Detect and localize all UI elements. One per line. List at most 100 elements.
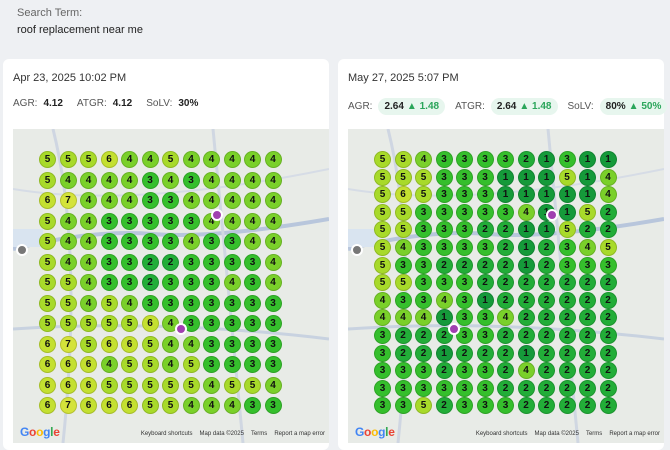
grid-rank-point[interactable]: 6 [80,376,97,394]
grid-rank-point[interactable]: 3 [162,192,179,209]
grid-rank-point[interactable]: 3 [182,171,200,189]
grid-rank-point[interactable]: 4 [264,376,282,394]
grid-rank-point[interactable]: 3 [121,233,138,250]
grid-rank-point[interactable]: 4 [394,309,412,327]
grid-rank-point[interactable]: 3 [456,309,473,327]
business-location-pin[interactable] [211,209,223,221]
grid-rank-point[interactable]: 3 [223,233,241,250]
grid-rank-point[interactable]: 4 [100,171,118,189]
grid-rank-point[interactable]: 4 [264,253,282,271]
grid-rank-point[interactable]: 4 [182,335,200,353]
grid-rank-point[interactable]: 2 [497,362,514,380]
grid-rank-point[interactable]: 3 [264,335,282,353]
grid-rank-point[interactable]: 4 [264,274,282,291]
grid-rank-point[interactable]: 4 [80,192,97,209]
grid-rank-point[interactable]: 4 [59,233,77,250]
grid-rank-point[interactable]: 2 [415,344,432,362]
grid-rank-point[interactable]: 1 [538,168,555,186]
grid-rank-point[interactable]: 1 [497,186,514,204]
grid-rank-point[interactable]: 2 [579,397,596,415]
grid-rank-point[interactable]: 2 [538,362,555,380]
grid-rank-point[interactable]: 1 [538,186,555,204]
grid-rank-point[interactable]: 2 [579,344,596,362]
grid-rank-point[interactable]: 2 [497,256,514,274]
grid-rank-point[interactable]: 3 [244,274,261,291]
grid-rank-point[interactable]: 1 [476,291,494,309]
grid-rank-point[interactable]: 3 [456,151,473,168]
grid-rank-point[interactable]: 3 [476,168,494,186]
grid-rank-point[interactable]: 3 [456,379,473,397]
grid-rank-point[interactable]: 5 [121,315,138,332]
grid-rank-point[interactable]: 5 [141,356,159,373]
grid-rank-point[interactable]: 5 [39,315,56,332]
grid-rank-point[interactable]: 5 [59,294,77,312]
grid-rank-point[interactable]: 1 [558,186,576,204]
grid-rank-point[interactable]: 1 [517,168,535,186]
grid-rank-point[interactable]: 3 [162,294,179,312]
grid-rank-point[interactable]: 5 [394,168,412,186]
grid-rank-point[interactable]: 2 [394,344,412,362]
grid-rank-point[interactable]: 4 [264,233,282,250]
grid-rank-point[interactable]: 5 [394,221,412,239]
grid-rank-point[interactable]: 3 [415,274,432,292]
grid-rank-point[interactable]: 3 [456,291,473,309]
grid-rank-point[interactable]: 4 [121,192,138,209]
grid-rank-point[interactable]: 3 [162,233,179,250]
grid-rank-point[interactable]: 6 [39,397,56,414]
grid-rank-point[interactable]: 5 [374,274,391,292]
grid-rank-point[interactable]: 4 [435,291,453,309]
grid-rank-point[interactable]: 3 [394,291,412,309]
grid-rank-point[interactable]: 4 [244,192,261,209]
grid-rank-point[interactable]: 3 [476,309,494,327]
grid-rank-point[interactable]: 5 [59,274,77,291]
grid-rank-point[interactable]: 4 [141,151,159,168]
grid-rank-point[interactable]: 4 [374,309,391,327]
grid-rank-point[interactable]: 3 [394,397,412,415]
grid-rank-point[interactable]: 3 [456,327,473,344]
map-marker-icon[interactable] [16,244,28,256]
grid-rank-point[interactable]: 2 [435,362,453,380]
grid-rank-point[interactable]: 5 [374,186,391,204]
grid-rank-point[interactable]: 2 [599,327,617,344]
grid-rank-point[interactable]: 3 [374,344,391,362]
grid-rank-point[interactable]: 3 [182,212,200,230]
grid-rank-point[interactable]: 5 [100,294,118,312]
grid-rank-point[interactable]: 3 [121,212,138,230]
grid-rank-point[interactable]: 5 [39,294,56,312]
grid-rank-point[interactable]: 6 [39,376,56,394]
grid-rank-point[interactable]: 3 [244,356,261,373]
grid-rank-point[interactable]: 4 [394,239,412,256]
grid-rank-point[interactable]: 5 [394,203,412,221]
grid-rank-point[interactable]: 3 [456,274,473,292]
grid-rank-point[interactable]: 3 [558,239,576,256]
grid-rank-point[interactable]: 3 [264,294,282,312]
grid-rank-point[interactable]: 2 [497,291,514,309]
grid-rank-point[interactable]: 6 [80,356,97,373]
grid-rank-point[interactable]: 1 [558,203,576,221]
grid-rank-point[interactable]: 3 [394,362,412,380]
grid-rank-point[interactable]: 3 [435,203,453,221]
grid-rank-point[interactable]: 2 [538,344,555,362]
grid-rank-point[interactable]: 5 [182,356,200,373]
grid-rank-point[interactable]: 5 [141,376,159,394]
grid-rank-point[interactable]: 1 [497,168,514,186]
grid-rank-point[interactable]: 2 [517,327,535,344]
grid-rank-point[interactable]: 1 [538,221,555,239]
grid-rank-point[interactable]: 5 [162,376,179,394]
grid-rank-point[interactable]: 5 [39,274,56,291]
grid-rank-point[interactable]: 5 [223,376,241,394]
grid-rank-point[interactable]: 2 [579,327,596,344]
grid-rank-point[interactable]: 3 [415,256,432,274]
grid-rank-point[interactable]: 5 [244,376,261,394]
grid-rank-point[interactable]: 3 [121,274,138,291]
grid-rank-point[interactable]: 4 [223,397,241,414]
grid-rank-point[interactable]: 3 [264,315,282,332]
grid-rank-point[interactable]: 3 [497,203,514,221]
grid-rank-point[interactable]: 3 [415,239,432,256]
grid-rank-point[interactable]: 2 [435,256,453,274]
grid-rank-point[interactable]: 2 [599,309,617,327]
grid-rank-point[interactable]: 5 [182,376,200,394]
grid-rank-point[interactable]: 5 [141,397,159,414]
grid-rank-point[interactable]: 4 [80,253,97,271]
grid-rank-point[interactable]: 4 [100,192,118,209]
